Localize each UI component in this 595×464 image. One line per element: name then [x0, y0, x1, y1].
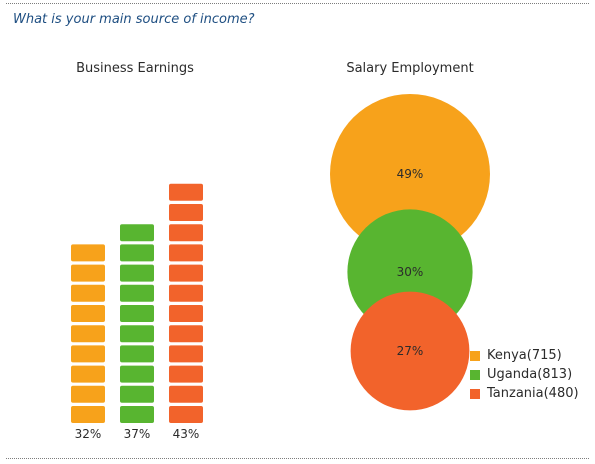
bar-block-tanzania [169, 365, 203, 383]
survey-question: What is your main source of income? [13, 12, 255, 27]
bar-block-kenya [71, 244, 105, 262]
bar-block-tanzania [169, 325, 203, 343]
bubble-value-label-tanzania: 27% [397, 344, 424, 358]
bar-block-tanzania [169, 224, 203, 242]
bar-value-label-uganda: 37% [124, 427, 151, 441]
business-earnings-title: Business Earnings [76, 61, 194, 76]
bar-block-uganda [120, 224, 154, 242]
bar-block-uganda [120, 345, 154, 363]
bar-value-label-tanzania: 43% [173, 427, 200, 441]
legend-label-kenya: Kenya(715) [487, 348, 562, 363]
legend-item-uganda: Uganda(813) [470, 365, 579, 384]
legend-label-uganda: Uganda(813) [487, 367, 573, 382]
bar-block-kenya [71, 284, 105, 302]
bar-block-tanzania [169, 284, 203, 302]
bar-block-tanzania [169, 305, 203, 322]
bubble-tanzania [350, 291, 470, 411]
bar-value-label-kenya: 32% [75, 427, 102, 441]
bar-block-tanzania [169, 385, 203, 403]
legend-swatch-tanzania [470, 388, 480, 399]
bar-block-tanzania [169, 244, 203, 262]
top-divider [6, 3, 589, 4]
legend-swatch-uganda [470, 369, 480, 380]
legend: Kenya(715) Uganda(813) Tanzania(480) [470, 346, 579, 403]
bar-block-uganda [120, 305, 154, 322]
bar-block-kenya [71, 406, 105, 423]
bar-block-uganda [120, 325, 154, 343]
bottom-divider [6, 458, 589, 459]
bar-block-uganda [120, 244, 154, 262]
bar-block-tanzania [169, 204, 203, 221]
bar-block-uganda [120, 385, 154, 403]
bar-block-tanzania [169, 264, 203, 282]
bar-block-uganda [120, 264, 154, 282]
bar-block-tanzania [169, 406, 203, 423]
bar-block-kenya [71, 365, 105, 383]
bar-block-uganda [120, 365, 154, 383]
legend-label-tanzania: Tanzania(480) [487, 386, 579, 401]
legend-swatch-kenya [470, 350, 480, 361]
bubble-value-label-kenya: 49% [397, 167, 424, 181]
bar-block-kenya [71, 305, 105, 322]
bar-block-kenya [71, 385, 105, 403]
bar-block-tanzania [169, 183, 203, 201]
bar-block-uganda [120, 406, 154, 423]
legend-item-tanzania: Tanzania(480) [470, 384, 579, 403]
bar-block-kenya [71, 325, 105, 343]
bubble-value-label-uganda: 30% [397, 265, 424, 279]
bubble-kenya [330, 94, 490, 254]
legend-item-kenya: Kenya(715) [470, 346, 579, 365]
bar-block-kenya [71, 264, 105, 282]
bar-block-tanzania [169, 345, 203, 363]
bar-block-uganda [120, 284, 154, 302]
bar-block-kenya [71, 345, 105, 363]
salary-employment-title: Salary Employment [346, 61, 474, 76]
